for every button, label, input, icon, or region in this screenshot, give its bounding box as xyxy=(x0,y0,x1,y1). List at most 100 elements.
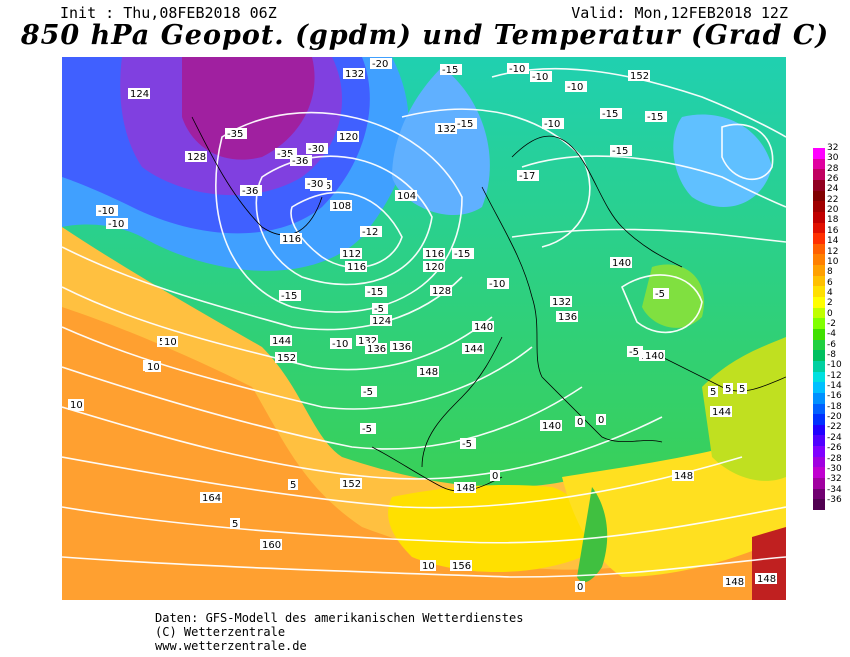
temperature-label-bg xyxy=(360,226,382,237)
geopotential-label: 132 xyxy=(437,124,456,135)
colorbar-tick-label: -36 xyxy=(827,494,842,505)
colorbar-tick-label: -4 xyxy=(827,329,836,340)
temperature-label-bg xyxy=(68,399,84,410)
colorbar-tick-label: 14 xyxy=(827,236,839,247)
temperature-label: -10 xyxy=(567,82,583,93)
colorbar-segment xyxy=(813,435,825,447)
geopotential-label: 148 xyxy=(419,367,438,378)
geopotential-label-bg xyxy=(345,261,367,272)
geopotential-label: 140 xyxy=(612,258,631,269)
temperature-label: -10 xyxy=(332,339,348,350)
yellow-patch xyxy=(388,485,591,572)
geopotential-label-bg xyxy=(454,482,476,493)
cold-east xyxy=(673,114,772,207)
geopotential-label-bg xyxy=(462,343,484,354)
geopotential-label: 152 xyxy=(277,353,296,364)
geopotential-label-bg xyxy=(275,352,297,363)
temperature-label-bg xyxy=(230,518,240,529)
temperature-label-bg xyxy=(360,423,376,434)
temperature-label-bg xyxy=(530,71,552,82)
colorbar-tick-label: 16 xyxy=(827,225,839,236)
geopotential-label: 132 xyxy=(552,297,571,308)
geopotential-label: 148 xyxy=(757,574,776,585)
geopotential-label-bg xyxy=(270,335,292,346)
geopotential-label-bg xyxy=(260,539,282,550)
colorbar-tick-label: 8 xyxy=(827,267,833,278)
temperature-label: -15 xyxy=(367,287,383,298)
colorbar-segment xyxy=(813,190,825,202)
colorbar-tick-label: -6 xyxy=(827,339,836,350)
colorbar-segment xyxy=(813,424,825,436)
temperature-label: -10 xyxy=(108,219,124,230)
geopotential-label-bg xyxy=(550,296,572,307)
isohypses xyxy=(62,67,786,578)
temperature-label: 0 xyxy=(577,417,583,428)
colorbar-segment xyxy=(813,222,825,234)
geopotential-label-bg xyxy=(185,151,207,162)
colorbar-tick-label: -24 xyxy=(827,432,842,443)
colorbar-tick-label: -32 xyxy=(827,474,842,485)
geopotential-label: 120 xyxy=(425,262,444,273)
colorbar-tick-label: -12 xyxy=(827,370,842,381)
colorbar-segment xyxy=(813,499,825,511)
temperature-label-bg xyxy=(370,58,392,69)
temperature-label-bg xyxy=(290,155,312,166)
temperature-label: -10 xyxy=(544,119,560,130)
temperature-label-bg xyxy=(440,64,462,75)
temperature-label: -30 xyxy=(308,144,324,155)
temperature-label: 10 xyxy=(147,362,160,373)
temperature-label: -35 xyxy=(277,149,293,160)
geopotential-label: 148 xyxy=(725,577,744,588)
temperature-label: 5 xyxy=(232,519,238,530)
geopotential-label: 152 xyxy=(630,71,649,82)
temperature-label: 5 xyxy=(725,384,731,395)
colorbar-tick-label: 4 xyxy=(827,287,833,298)
temperature-label: -15 xyxy=(442,65,458,76)
colorbar-tick-label: -2 xyxy=(827,318,836,329)
temperature-label-bg xyxy=(460,438,476,449)
colorbar-tick-label: 32 xyxy=(827,143,839,153)
colorbar-tick-label: -26 xyxy=(827,443,842,454)
geopotential-label: 116 xyxy=(282,234,301,245)
east-warm xyxy=(702,337,786,481)
temperature-label: -10 xyxy=(489,279,505,290)
init-time: Init : Thu,08FEB2018 06Z xyxy=(60,4,277,22)
temperature-label: 0 xyxy=(577,582,583,593)
colorbar-tick-label: -16 xyxy=(827,391,842,402)
temperature-label: 5 xyxy=(710,387,716,398)
geopotential-label: 140 xyxy=(542,421,561,432)
temperature-label-bg xyxy=(627,346,643,357)
temperature-label: -35 xyxy=(227,129,243,140)
temperature-label-bg xyxy=(610,145,632,156)
colorbar-segment xyxy=(813,318,825,330)
colorbar-segment xyxy=(813,297,825,309)
colorbar-tick-label: -14 xyxy=(827,381,842,392)
temperature-label-bg xyxy=(490,470,500,481)
colorbar-segment xyxy=(813,233,825,245)
geopotential-label: 108 xyxy=(332,201,351,212)
temperature-label: -15 xyxy=(647,112,663,123)
colorbar-segment xyxy=(813,414,825,426)
temperature-label-bg xyxy=(507,63,529,74)
temperature-label: 5 xyxy=(739,384,745,395)
geopotential-label-bg xyxy=(390,341,412,352)
geopotential-label-bg xyxy=(435,123,457,134)
temperature-label-bg xyxy=(162,336,178,347)
temperature-label: -30 xyxy=(307,179,323,190)
geopotential-label-bg xyxy=(710,406,732,417)
colorbar-segment xyxy=(813,488,825,500)
geopotential-label: 132 xyxy=(345,69,364,80)
geopotential-label: 140 xyxy=(645,351,664,362)
temperature-label-bg xyxy=(600,108,622,119)
colorbar-tick-label: 12 xyxy=(827,246,839,257)
colorbar-tick-label: -30 xyxy=(827,463,842,474)
geopotential-label-bg xyxy=(540,420,562,431)
colorbar-segment xyxy=(813,254,825,266)
colorbar-tick-label: 24 xyxy=(827,184,839,195)
weather-map: 124 128 132 132 152 120 116 116 108 104 112 116 120 1… xyxy=(62,57,786,600)
geopotential-label: 124 xyxy=(372,316,391,327)
geopotential-label-bg xyxy=(643,350,665,361)
temperature-label: 10 xyxy=(70,400,83,411)
colorbar-tick-label: -10 xyxy=(827,360,842,371)
geopotential-label-bg xyxy=(370,315,392,326)
